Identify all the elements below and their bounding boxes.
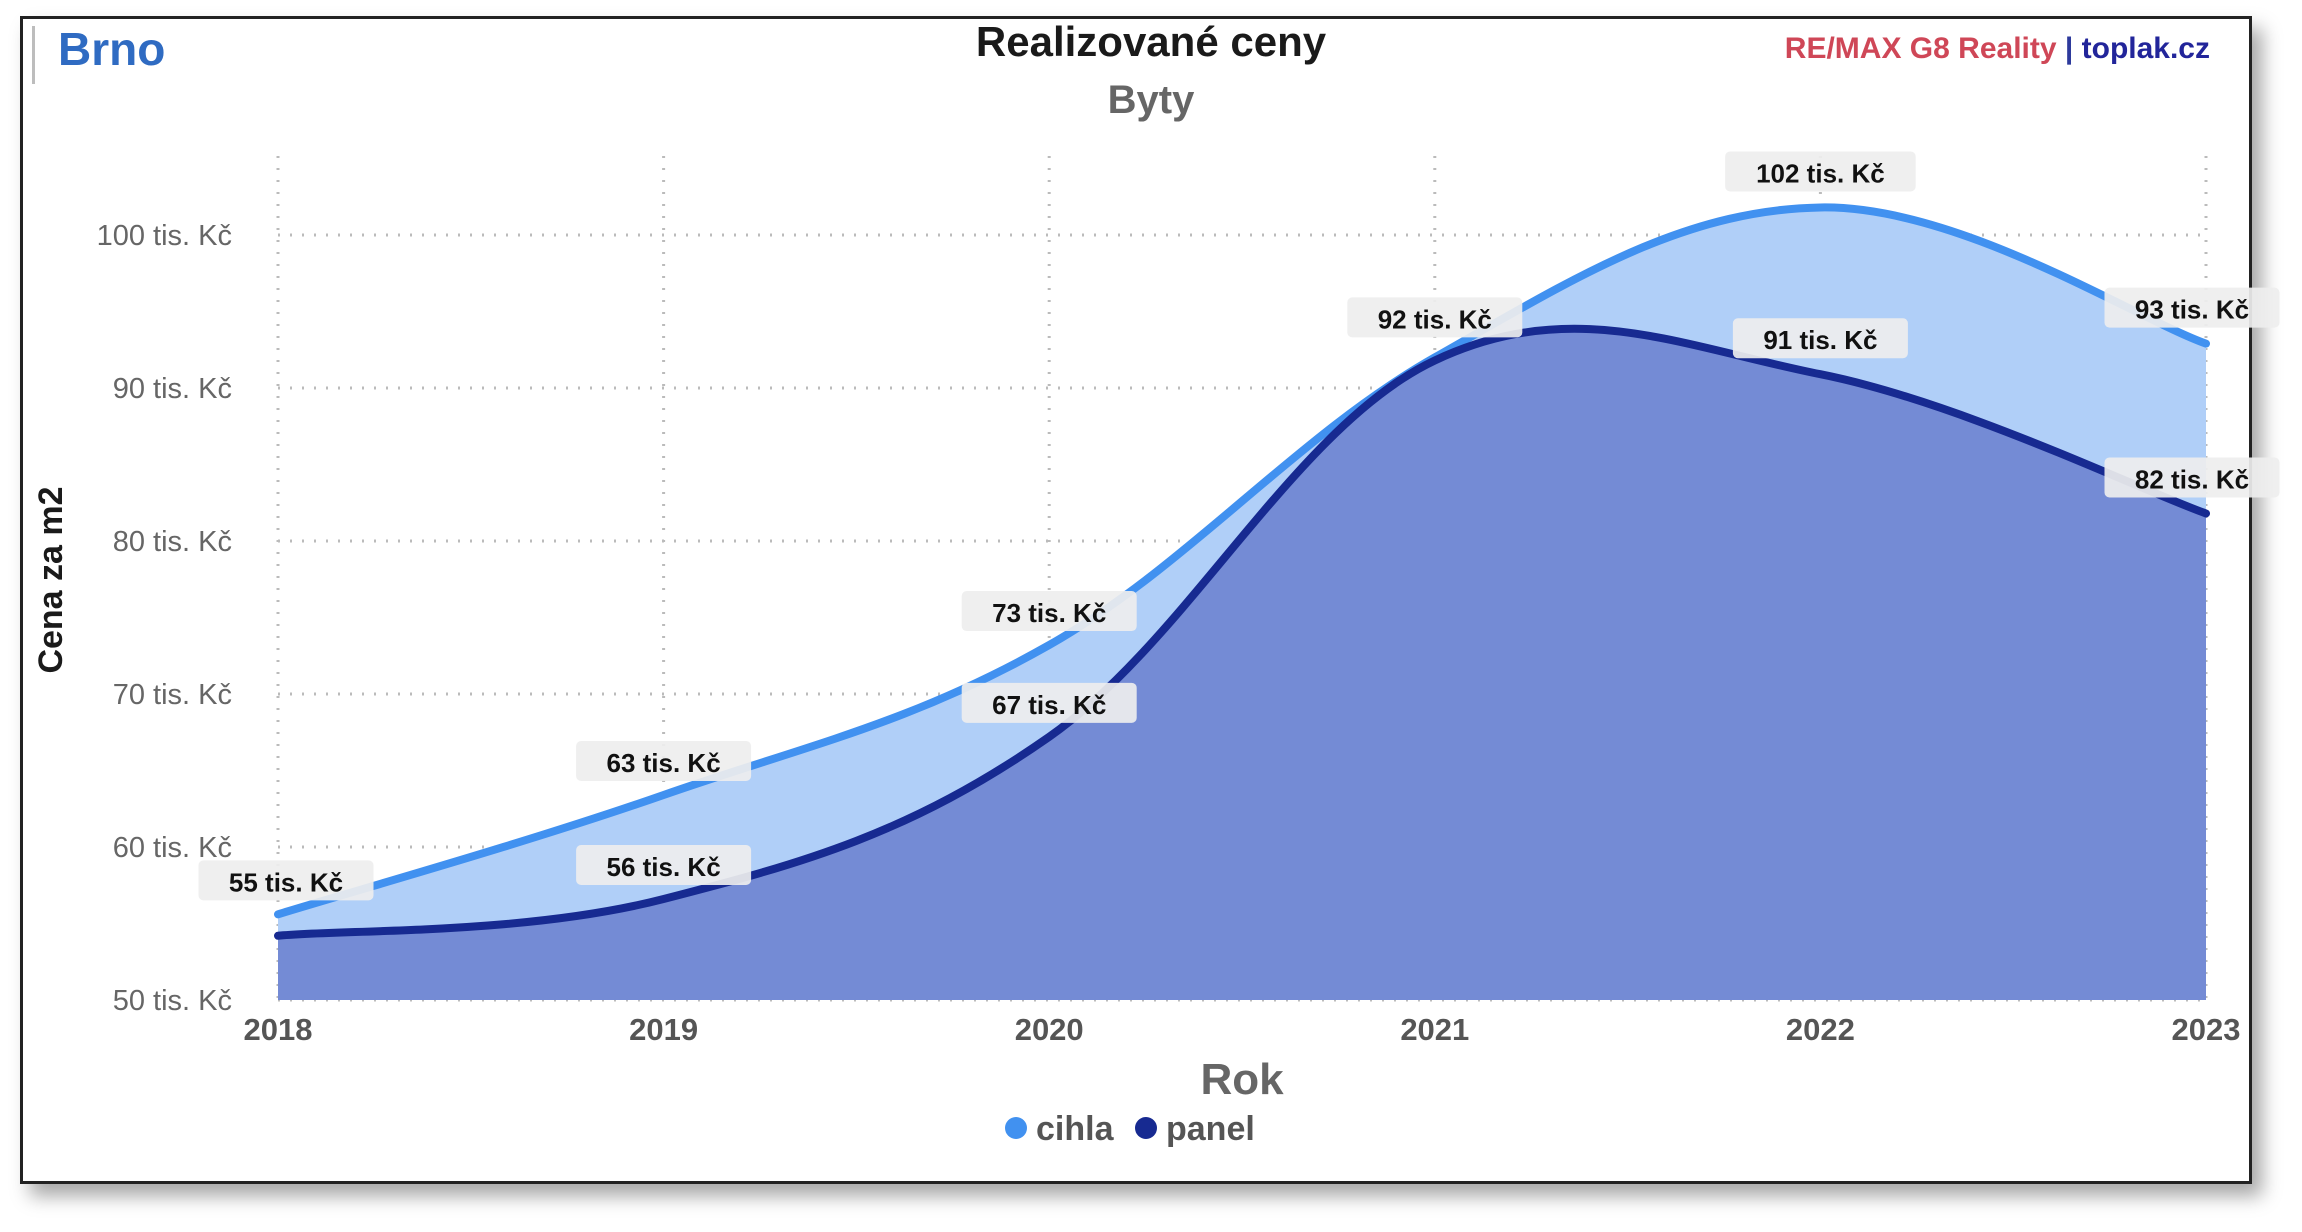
data-label-text: 63 tis. Kč — [607, 748, 721, 778]
x-tick-label: 2022 — [1786, 1012, 1855, 1047]
x-tick-label: 2023 — [2172, 1012, 2241, 1047]
brand-credit: RE/MAX G8 Reality | toplak.cz — [1785, 32, 2210, 66]
data-label-text: 93 tis. Kč — [2135, 295, 2249, 325]
y-tick-label: 90 tis. Kč — [113, 373, 232, 405]
series-line-cihla — [274, 203, 2210, 919]
y-tick-label: 60 tis. Kč — [113, 832, 232, 864]
data-label-text: 67 tis. Kč — [992, 690, 1106, 720]
data-label-box — [1725, 151, 1916, 192]
y-tick-label: 80 tis. Kč — [113, 526, 232, 558]
y-tick-label: 50 tis. Kč — [113, 985, 232, 1017]
y-tick-label: 100 tis. Kč — [97, 220, 232, 252]
data-label-cihla-2021: 92 tis. Kč — [1347, 297, 1523, 338]
data-label-box — [2104, 457, 2280, 498]
data-label-text: 92 tis. Kč — [1378, 304, 1492, 334]
legend-label-panel: panel — [1166, 1110, 1255, 1148]
legend: cihla panel — [1005, 1110, 1255, 1148]
brand-remax: RE/MAX G8 Reality — [1784, 32, 2057, 65]
data-label-cihla-2020: 73 tis. Kč — [961, 591, 1137, 632]
data-label-text: 55 tis. Kč — [229, 867, 343, 897]
legend-marker-panel — [1135, 1117, 1157, 1139]
data-labels: 55 tis. Kč 63 tis. Kč 73 tis. Kč 92 tis. Kč… — [198, 151, 2280, 901]
data-label-box — [961, 682, 1137, 723]
series-line-panel — [274, 324, 2210, 940]
data-label-text: 73 tis. Kč — [992, 598, 1106, 628]
x-axis-label: Rok — [1200, 1055, 1284, 1104]
data-label-box — [576, 845, 752, 886]
data-label-panel-2020: 67 tis. Kč — [961, 682, 1137, 723]
chart-subtitle: Byty — [1107, 78, 1195, 122]
data-label-box — [2104, 287, 2280, 328]
data-label-box — [1347, 297, 1523, 338]
y-tick-label: 70 tis. Kč — [113, 679, 232, 711]
data-label-text: 102 tis. Kč — [1756, 158, 1885, 188]
data-label-box — [961, 591, 1137, 632]
data-label-box — [1732, 318, 1908, 359]
data-label-box — [198, 860, 374, 901]
brand-separator: | — [2056, 32, 2082, 65]
data-label-text: 56 tis. Kč — [607, 852, 721, 882]
data-label-panel-2022: 91 tis. Kč — [1732, 318, 1908, 359]
series-lines — [274, 203, 2210, 940]
legend-marker-cihla — [1005, 1117, 1027, 1139]
data-label-text: 91 tis. Kč — [1763, 325, 1877, 355]
chart-title: Realizované ceny — [975, 18, 1327, 65]
data-label-panel-2019: 56 tis. Kč — [576, 845, 752, 886]
data-label-cihla-2018: 55 tis. Kč — [198, 860, 374, 901]
data-label-box — [576, 740, 752, 781]
y-axis-ticks: 50 tis. Kč 60 tis. Kč 70 tis. Kč 80 tis. Kč… — [97, 220, 232, 1017]
x-axis-ticks: 2018 2019 2020 2021 2022 2023 — [244, 1012, 2241, 1047]
x-tick-label: 2021 — [1400, 1012, 1469, 1047]
data-label-panel-2023: 82 tis. Kč — [2104, 457, 2280, 498]
x-tick-label: 2020 — [1015, 1012, 1084, 1047]
x-tick-label: 2019 — [629, 1012, 698, 1047]
legend-label-cihla: cihla — [1036, 1110, 1115, 1148]
data-label-text: 82 tis. Kč — [2135, 464, 2249, 494]
data-label-cihla-2022: 102 tis. Kč — [1725, 151, 1916, 192]
data-label-cihla-2023: 93 tis. Kč — [2104, 287, 2280, 328]
city-accent-bar — [32, 26, 35, 84]
series-areas — [278, 207, 2206, 1001]
series-area-panel — [278, 328, 2206, 1000]
city-title: Brno — [58, 23, 166, 75]
data-label-cihla-2019: 63 tis. Kč — [576, 740, 752, 781]
y-axis-label: Cena za m2 — [32, 486, 70, 673]
brand-toplak: toplak.cz — [2081, 32, 2210, 65]
x-tick-label: 2018 — [244, 1012, 313, 1047]
